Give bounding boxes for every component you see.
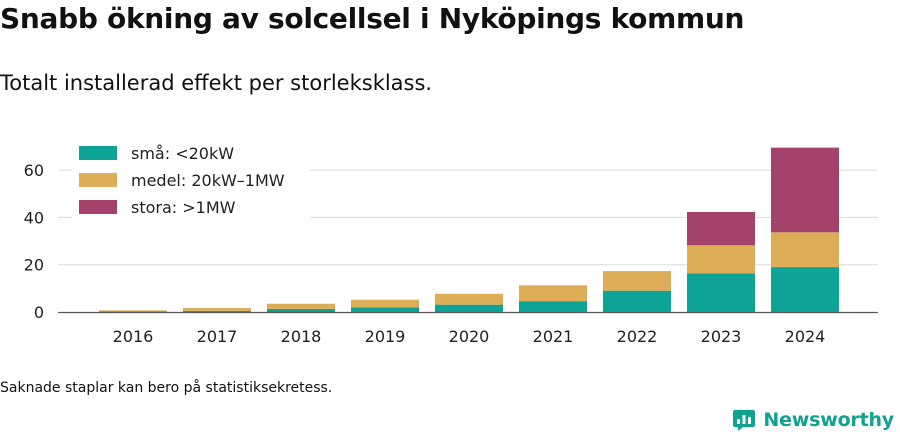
bar-segment: [771, 232, 839, 268]
x-tick-label: 2020: [449, 327, 490, 346]
bar-segment: [771, 267, 839, 312]
newsworthy-logo-icon: [733, 410, 756, 431]
x-tick-label: 2021: [533, 327, 574, 346]
legend-swatch: [79, 200, 117, 214]
chart-title: Snabb ökning av solcellsel i Nyköpings k…: [0, 2, 745, 35]
x-tick-label: 2017: [197, 327, 238, 346]
stacked-bar-chart: 0 20 40 60 2016 2017 2018 2019 2020 2021 2022 2023 2…: [23, 144, 878, 346]
bar-segment: [183, 310, 251, 312]
legend-label: små: <20kW: [131, 144, 234, 163]
legend-label: medel: 20kW–1MW: [131, 171, 285, 190]
bar-segment: [183, 307, 251, 311]
bar-segment: [687, 273, 755, 312]
chart-subtitle: Totalt installerad effekt per storlekskl…: [0, 71, 433, 95]
bar-segment: [267, 308, 335, 312]
bar-segment: [603, 290, 671, 312]
newsworthy-logo: Newsworthy: [732, 408, 894, 432]
brand-name: Newsworthy: [763, 409, 894, 431]
x-tick-label: 2024: [785, 327, 826, 346]
x-tick-label: 2016: [113, 327, 154, 346]
bar-segment: [435, 304, 503, 312]
bar-segment: [687, 245, 755, 274]
legend-swatch: [79, 146, 117, 160]
y-tick-label: 20: [24, 256, 44, 275]
footnote: Saknade staplar kan bero på statistiksek…: [0, 380, 333, 396]
y-tick-label: 0: [34, 303, 44, 322]
legend-label: stora: >1MW: [131, 198, 236, 217]
bar-segment: [99, 310, 167, 312]
bar-segment: [435, 293, 503, 305]
bar-segment: [687, 211, 755, 246]
bar-segment: [267, 303, 335, 309]
x-tick-label: 2018: [281, 327, 322, 346]
bar-segment: [519, 301, 587, 312]
bar-segment: [351, 307, 419, 312]
y-tick-label: 40: [24, 208, 44, 227]
bar-segment: [771, 147, 839, 233]
x-tick-label: 2023: [701, 327, 742, 346]
bar-segment: [603, 271, 671, 291]
y-tick-label: 60: [24, 161, 44, 180]
x-tick-label: 2019: [365, 327, 406, 346]
legend-swatch: [79, 173, 117, 187]
bar-segment: [519, 285, 587, 302]
x-tick-label: 2022: [617, 327, 658, 346]
bar-segment: [351, 299, 419, 308]
